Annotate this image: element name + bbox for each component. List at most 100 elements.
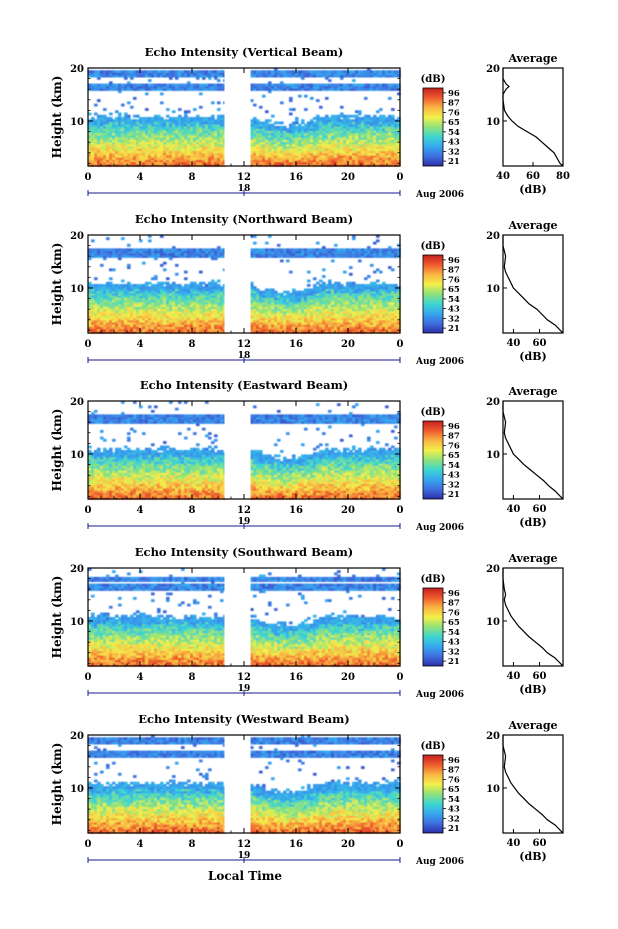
heatmap-cell	[271, 74, 275, 78]
heatmap-cell	[184, 161, 188, 165]
heatmap-cell	[214, 72, 218, 76]
heatmap-cell	[133, 154, 137, 158]
heatmap-cell	[151, 139, 155, 143]
heatmap-cell	[106, 237, 110, 241]
heatmap-cell	[169, 145, 173, 149]
heatmap-cell	[121, 85, 125, 89]
heatmap-cell	[322, 74, 326, 78]
heatmap-cell	[124, 145, 128, 149]
heatmap-cell	[178, 159, 182, 163]
heatmap-cell	[262, 134, 266, 138]
heatmap-cell	[298, 148, 302, 152]
heatmap-cell	[259, 121, 263, 125]
heatmap-cell	[184, 83, 188, 87]
heatmap-cell	[283, 132, 287, 136]
heatmap-cell	[319, 125, 323, 129]
heatmap-cell	[253, 161, 257, 165]
heatmap-cell	[160, 143, 164, 147]
x-tick-label: 20	[341, 172, 355, 183]
heatmap-cell	[280, 121, 284, 125]
heatmap-cell	[130, 119, 134, 123]
heatmap-cell	[301, 139, 305, 143]
heatmap-cell	[109, 150, 113, 154]
heatmap-cell	[124, 152, 128, 156]
heatmap-cell	[103, 145, 107, 149]
heatmap-cell	[154, 85, 158, 89]
heatmap-cell	[115, 128, 119, 131]
heatmap-cell	[97, 150, 101, 154]
heatmap-cell	[94, 145, 98, 149]
heatmap-cell	[118, 125, 122, 129]
heatmap-cell	[286, 132, 290, 136]
heatmap-cell	[109, 128, 113, 131]
heatmap-cell	[112, 132, 116, 136]
heatmap-cell	[148, 79, 152, 82]
heatmap-cell	[169, 159, 173, 163]
heatmap-cell	[319, 139, 323, 143]
heatmap-cell	[106, 128, 110, 131]
heatmap-cell	[178, 128, 182, 131]
heatmap-cell	[340, 154, 344, 158]
heatmap-cell	[154, 137, 158, 140]
heatmap-cell	[205, 88, 209, 91]
heatmap-cell	[100, 130, 104, 134]
heatmap-cell	[328, 154, 332, 158]
heatmap-cell	[151, 117, 155, 120]
heatmap-cell	[100, 148, 104, 152]
heatmap-cell	[304, 141, 308, 145]
heatmap-cell	[325, 132, 329, 136]
heatmap-cell	[310, 88, 314, 91]
heatmap-cell	[271, 88, 275, 91]
heatmap-cell	[133, 145, 137, 149]
heatmap-cell	[181, 152, 185, 156]
heatmap-cell	[190, 132, 194, 136]
heatmap-cell	[292, 163, 296, 167]
heatmap-cell	[340, 76, 344, 80]
heatmap-cell	[184, 88, 188, 91]
heatmap-cell	[289, 143, 293, 147]
heatmap-cell	[262, 143, 266, 147]
heatmap-cell	[214, 152, 218, 156]
heatmap-cell	[202, 159, 206, 163]
heatmap-cell	[325, 152, 329, 156]
heatmap-cell	[202, 121, 206, 125]
heatmap-cell	[334, 159, 338, 163]
heatmap-cell	[88, 125, 92, 129]
heatmap-cell	[202, 145, 206, 149]
heatmap-cell	[139, 88, 143, 91]
heatmap-cell	[136, 128, 140, 131]
heatmap-cell	[271, 157, 275, 160]
heatmap-cell	[268, 85, 272, 89]
heatmap-cell	[286, 85, 290, 89]
heatmap-cell	[265, 163, 269, 167]
heatmap-cell	[346, 130, 350, 134]
heatmap-cell	[193, 125, 197, 129]
heatmap-cell	[130, 128, 134, 131]
heatmap-cell	[319, 119, 323, 123]
heatmap-cell	[253, 139, 257, 143]
heatmap-cell	[214, 143, 218, 147]
heatmap-cell	[322, 125, 326, 129]
heatmap-cell	[265, 137, 269, 140]
heatmap-cell	[379, 108, 383, 111]
heatmap-cell	[295, 159, 299, 163]
heatmap-cell	[130, 157, 134, 160]
heatmap-cell	[328, 161, 332, 165]
heatmap-cell	[199, 117, 203, 120]
heatmap-cell	[88, 154, 92, 158]
heatmap-cell	[154, 150, 158, 154]
heatmap-cell	[217, 150, 221, 154]
heatmap-cell	[88, 85, 92, 89]
heatmap-cell	[157, 152, 161, 156]
heatmap-cell	[310, 83, 314, 87]
heatmap-cell	[211, 154, 215, 158]
heatmap-cell	[337, 157, 341, 160]
heatmap-cell	[256, 119, 260, 123]
heatmap-cell	[283, 128, 287, 131]
y-axis-label: Height (km)	[50, 76, 64, 159]
heatmap-cell	[205, 72, 209, 76]
heatmap-cell	[259, 137, 263, 140]
heatmap-cell	[301, 152, 305, 156]
heatmap-cell	[106, 72, 110, 76]
heatmap-cell	[268, 159, 272, 163]
